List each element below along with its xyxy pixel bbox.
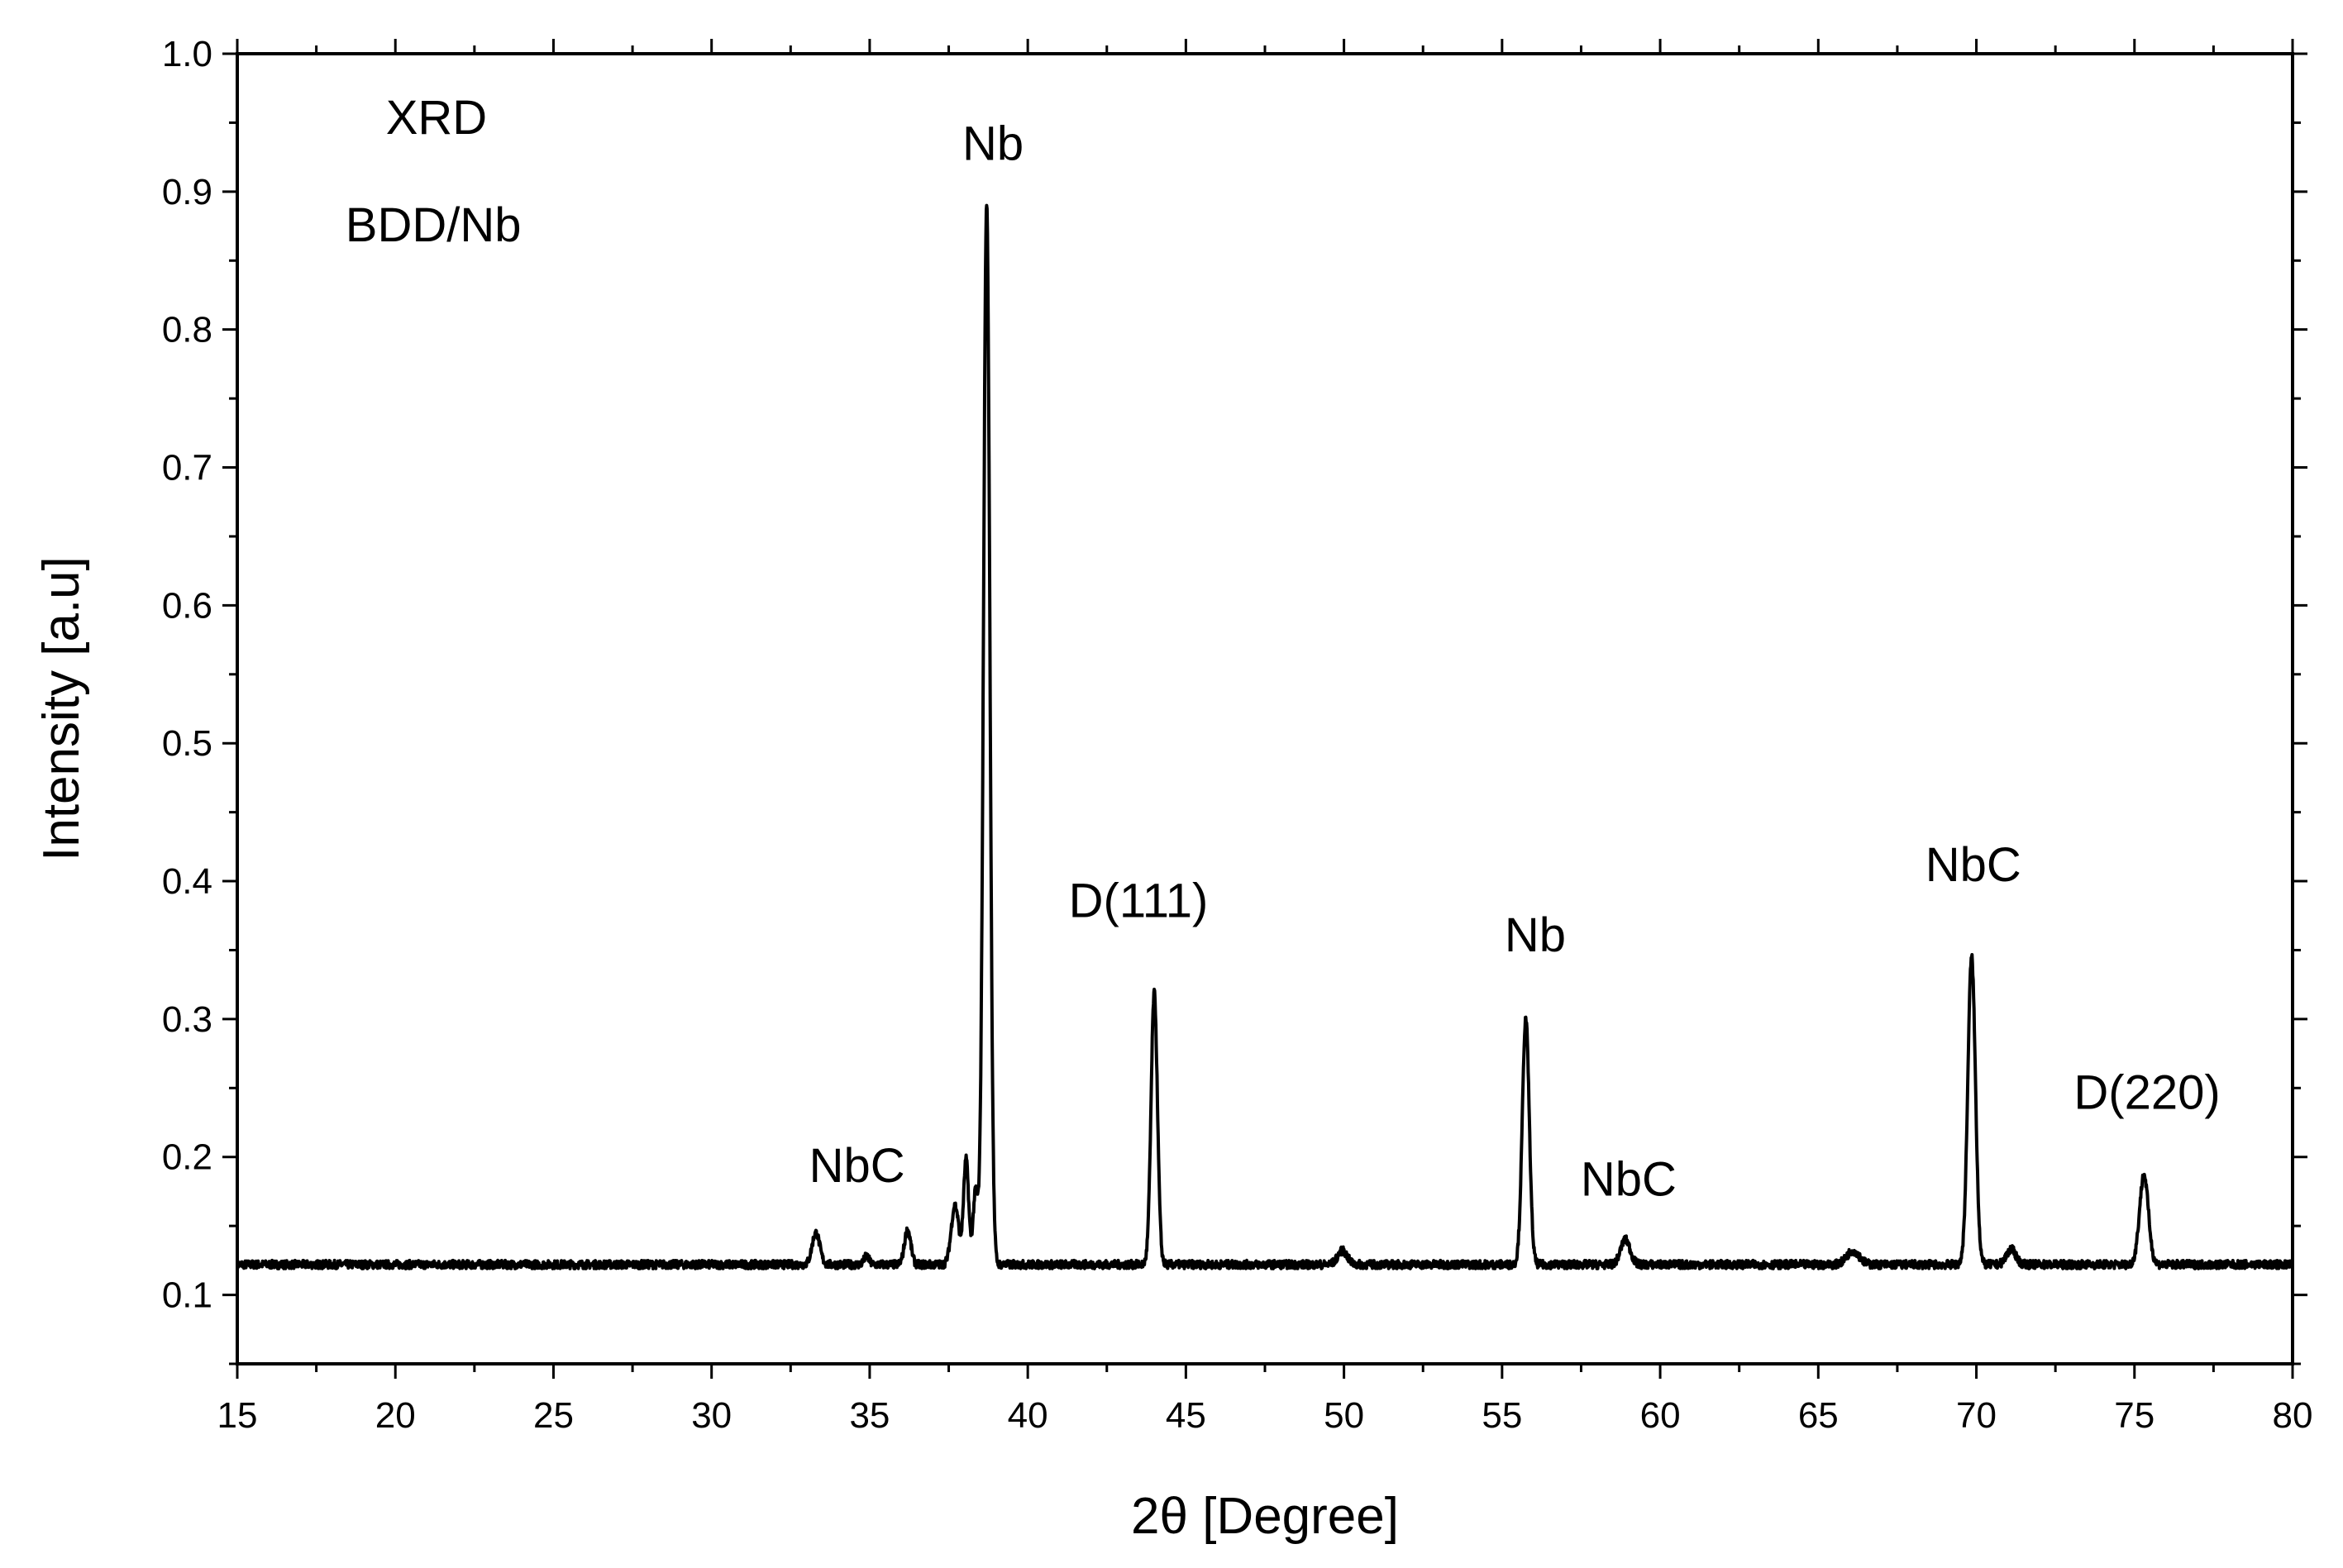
x-tick-label: 15	[217, 1395, 258, 1436]
peak-label: Nb	[1505, 908, 1566, 962]
plot-series	[236, 203, 2294, 1270]
peak-annotations: XRD BDD/Nb Nb NbC D(111) Nb NbC NbC D(220)	[346, 91, 2221, 1207]
x-tick-label: 40	[1008, 1395, 1048, 1436]
x-tick-label: 60	[1640, 1395, 1681, 1436]
x-tick-label: 75	[2114, 1395, 2155, 1436]
y-tick-label: 0.3	[162, 999, 212, 1040]
y-tick-label: 0.5	[162, 723, 212, 764]
peak-label: Nb	[962, 117, 1024, 170]
y-tick-label: 0.6	[162, 585, 212, 626]
y-tick-label: 0.8	[162, 310, 212, 350]
x-tick-label: 65	[1798, 1395, 1839, 1436]
x-tick-label: 70	[1956, 1395, 1997, 1436]
peak-label: BDD/Nb	[346, 198, 522, 252]
x-tick-label: 80	[2273, 1395, 2313, 1436]
xrd-trace-line	[236, 203, 2294, 1270]
x-tick-label: 20	[375, 1395, 416, 1436]
x-tick-label: 55	[1482, 1395, 1522, 1436]
y-tick-label: 0.9	[162, 172, 212, 212]
peak-label: NbC	[1925, 838, 2021, 892]
x-tick-label: 35	[849, 1395, 890, 1436]
plot-frame	[236, 52, 2294, 1365]
y-tick-label: 1.0	[162, 34, 212, 74]
y-tick-label: 0.4	[162, 861, 212, 902]
peak-label: XRD	[386, 91, 487, 145]
x-axis-title: 2θ [Degree]	[1131, 1488, 1399, 1545]
peak-label: NbC	[1581, 1152, 1677, 1206]
peak-label: NbC	[809, 1139, 905, 1193]
peak-label: D(111)	[1069, 874, 1209, 927]
axis-ticks	[222, 39, 2307, 1379]
x-tick-label: 45	[1166, 1395, 1206, 1436]
x-tick-label: 50	[1324, 1395, 1364, 1436]
tick-labels: 15 20 25 30 35 40 45 50 55 60 65 70 75 80 0.1 0.2 0.3 0.4…	[162, 34, 2313, 1436]
y-tick-label: 0.7	[162, 448, 212, 489]
x-tick-label: 25	[533, 1395, 574, 1436]
x-tick-label: 30	[691, 1395, 732, 1436]
y-tick-label: 0.2	[162, 1137, 212, 1178]
y-tick-label: 0.1	[162, 1275, 212, 1316]
y-axis-title: Intensity [a.u]	[33, 556, 90, 861]
peak-label: D(220)	[2073, 1065, 2220, 1119]
